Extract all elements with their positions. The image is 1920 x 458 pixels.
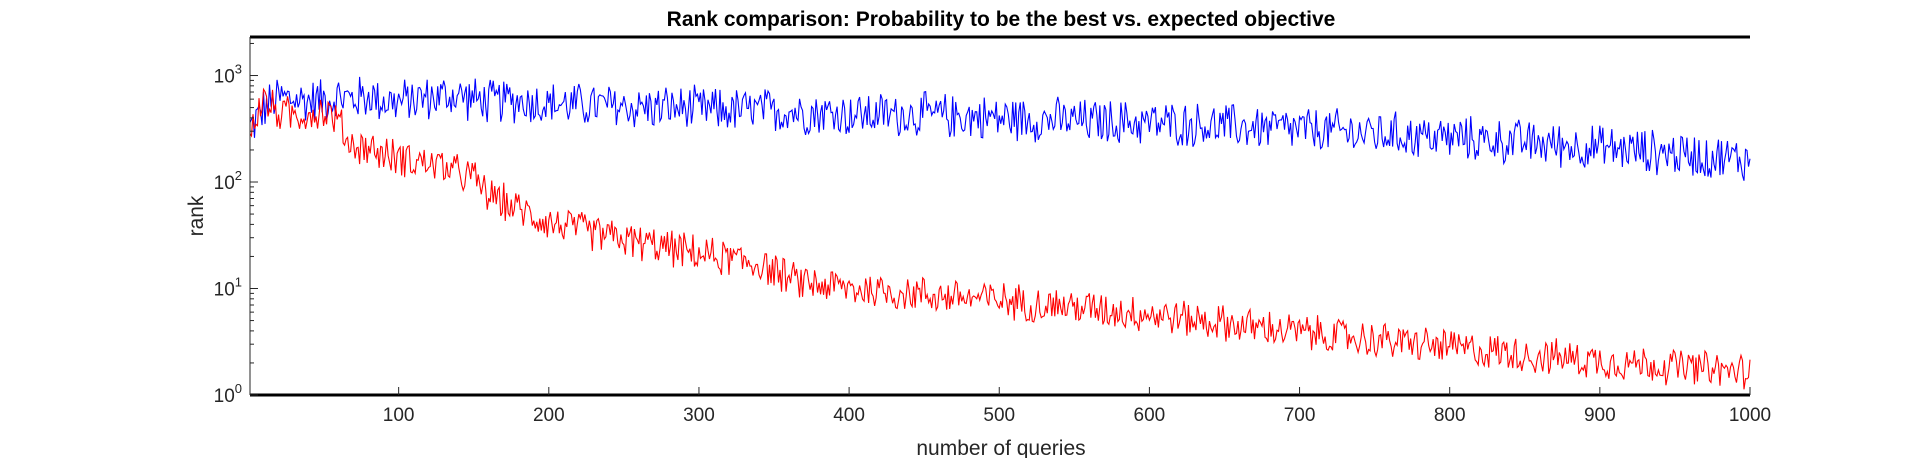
series-line-1 bbox=[249, 76, 1751, 181]
series-line-2 bbox=[249, 87, 1751, 390]
y-tick-label: 103 bbox=[214, 62, 242, 88]
y-tick-label: 101 bbox=[214, 275, 242, 301]
y-axis-label: rank bbox=[185, 195, 208, 236]
x-tick-label: 100 bbox=[383, 405, 415, 426]
x-tick-label: 200 bbox=[533, 405, 565, 426]
x-tick-label: 800 bbox=[1434, 405, 1466, 426]
y-tick-label: 102 bbox=[214, 168, 242, 194]
chart-title: Rank comparison: Probability to be the b… bbox=[667, 8, 1336, 31]
x-axis-label: number of queries bbox=[916, 437, 1085, 458]
x-tick-label: 900 bbox=[1584, 405, 1616, 426]
x-tick-label: 700 bbox=[1284, 405, 1316, 426]
x-tick-label: 500 bbox=[983, 405, 1015, 426]
x-tick-label: 600 bbox=[1134, 405, 1166, 426]
axes-layer: 100 200 300 400 500 600 700 800 900 1000 100 101 102… bbox=[214, 35, 1771, 426]
x-tick-label: 1000 bbox=[1729, 405, 1771, 426]
y-tick-label: 100 bbox=[214, 381, 242, 407]
x-tick-label: 400 bbox=[833, 405, 865, 426]
series-layer bbox=[249, 76, 1751, 390]
x-tick-label: 300 bbox=[683, 405, 715, 426]
